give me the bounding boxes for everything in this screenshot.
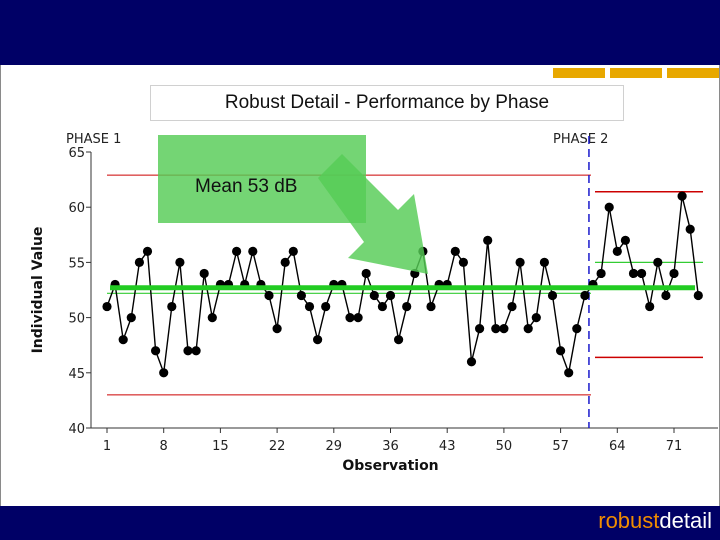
data-point xyxy=(596,268,606,279)
x-tick-label: 15 xyxy=(212,439,229,454)
data-point xyxy=(142,246,153,256)
data-point xyxy=(507,301,517,312)
y-tick-label: 40 xyxy=(68,422,85,437)
data-point xyxy=(515,257,525,267)
data-point xyxy=(118,335,128,345)
data-point xyxy=(475,324,485,334)
x-tick-label: 50 xyxy=(496,439,513,454)
chart-axes: 40 45 50 55 60 65 1 8 15 22 29 36 43 50 57 64 71 Individu… xyxy=(30,132,718,474)
data-point xyxy=(572,324,582,334)
callout-text: Mean 53 dB xyxy=(195,176,297,197)
y-tick-label: 45 xyxy=(68,367,85,382)
data-point xyxy=(183,346,193,356)
control-chart: 40 45 50 55 60 65 1 8 15 22 29 36 43 50 57 64 71 Individu… xyxy=(30,132,718,474)
x-tick-label: 57 xyxy=(552,439,569,454)
data-point xyxy=(580,290,590,301)
data-point xyxy=(385,290,396,301)
y-tick-label: 65 xyxy=(68,146,85,161)
data-point xyxy=(466,357,477,367)
data-point xyxy=(280,257,290,267)
footer-bar xyxy=(0,506,720,540)
y-tick-label: 55 xyxy=(68,256,85,271)
x-tick-label: 8 xyxy=(160,439,168,454)
brand-logo: robustdetail xyxy=(598,508,712,534)
data-point xyxy=(539,257,550,267)
data-point xyxy=(499,324,509,334)
chart-title: Robust Detail - Performance by Phase xyxy=(150,85,624,121)
data-point xyxy=(369,290,379,301)
data-point xyxy=(531,313,541,323)
data-point xyxy=(612,246,622,256)
data-point xyxy=(377,301,387,312)
data-point xyxy=(693,290,703,301)
orange-tab-2 xyxy=(610,68,662,78)
data-point xyxy=(547,290,558,301)
data-point xyxy=(345,313,355,323)
data-point xyxy=(604,202,614,212)
data-point xyxy=(232,246,242,256)
data-point xyxy=(394,335,404,345)
x-tick-label: 29 xyxy=(326,439,343,454)
data-point xyxy=(523,324,533,334)
data-point xyxy=(264,290,274,301)
data-point xyxy=(321,301,331,312)
data-point xyxy=(685,224,695,234)
data-point xyxy=(126,313,136,323)
x-tick-label: 22 xyxy=(269,439,286,454)
data-point xyxy=(458,257,468,267)
data-point xyxy=(134,257,144,267)
phase-1-label: PHASE 1 xyxy=(66,132,121,147)
x-tick-label: 43 xyxy=(439,439,456,454)
data-point xyxy=(102,301,112,312)
data-point xyxy=(661,290,671,301)
data-point xyxy=(491,324,501,334)
data-point xyxy=(159,368,169,378)
data-point xyxy=(191,346,201,356)
brand-detail: detail xyxy=(659,508,712,533)
data-point xyxy=(167,301,177,312)
data-point xyxy=(272,324,282,334)
orange-tab-1 xyxy=(553,68,605,78)
orange-tab-3 xyxy=(667,68,719,78)
data-point xyxy=(556,346,566,356)
data-series xyxy=(102,191,703,378)
annotation-overlay: Mean 53 dB xyxy=(110,135,695,291)
data-point xyxy=(402,301,412,312)
data-point xyxy=(361,268,371,279)
data-point xyxy=(564,368,574,378)
data-point xyxy=(653,257,663,267)
data-point xyxy=(304,301,315,312)
data-point xyxy=(207,313,217,323)
x-tick-label: 64 xyxy=(609,439,626,454)
data-point xyxy=(248,246,258,256)
data-point xyxy=(313,335,323,345)
brand-robust: robust xyxy=(598,508,660,533)
data-point xyxy=(620,235,631,245)
data-point xyxy=(450,246,460,256)
y-tick-label: 50 xyxy=(68,312,85,327)
y-axis-title: Individual Value xyxy=(30,227,46,354)
data-point xyxy=(199,268,209,279)
data-point xyxy=(288,246,298,256)
data-point xyxy=(426,301,436,312)
title-bar xyxy=(0,0,720,65)
x-tick-label: 71 xyxy=(666,439,683,454)
data-point xyxy=(628,268,639,279)
x-axis-title: Observation xyxy=(342,458,438,474)
x-tick-label: 36 xyxy=(382,439,399,454)
data-point xyxy=(669,268,679,279)
phase-2-label: PHASE 2 xyxy=(553,132,608,147)
data-point xyxy=(353,313,363,323)
data-point xyxy=(645,301,655,312)
data-point xyxy=(296,290,306,301)
x-tick-label: 1 xyxy=(103,439,111,454)
data-point xyxy=(175,257,185,267)
y-tick-label: 60 xyxy=(68,201,85,216)
data-point xyxy=(151,346,161,356)
data-point xyxy=(637,268,647,279)
data-point xyxy=(483,235,493,245)
data-point xyxy=(677,191,687,201)
callout-arrow xyxy=(318,154,428,274)
